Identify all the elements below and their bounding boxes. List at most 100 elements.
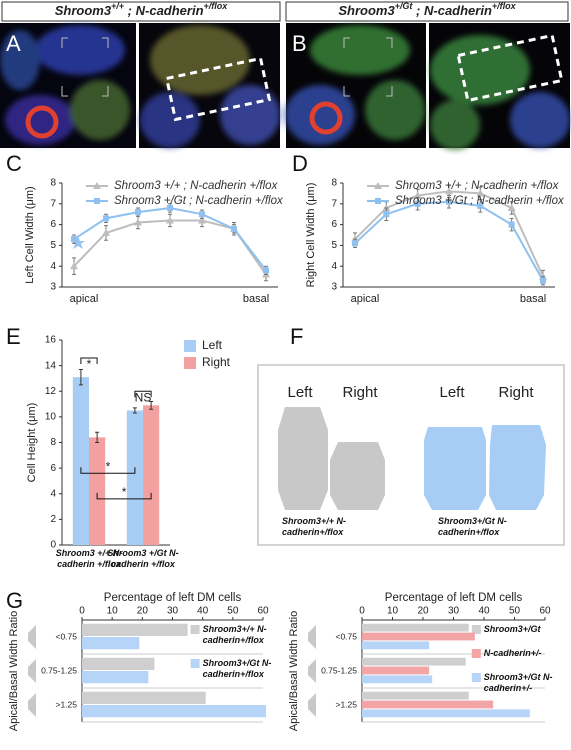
annotation: * <box>122 485 127 499</box>
annotation: * <box>106 459 111 473</box>
legend-label-box: Shroom3+/+ N-cadherin+/flox <box>202 624 267 645</box>
marker <box>71 236 77 243</box>
legend-label-box: Shroom3+/Gt N-cadherin+/- <box>483 672 553 693</box>
bar <box>82 705 267 718</box>
marker <box>540 277 546 284</box>
x-tick-label: 50 <box>509 606 521 617</box>
panel-label: C <box>6 151 22 176</box>
error-bar <box>95 431 100 443</box>
bar <box>82 657 155 670</box>
marker <box>374 182 382 189</box>
y-tick-label: 8 <box>331 178 337 189</box>
x-tick-label: 60 <box>257 606 269 617</box>
gene: Shroom3 <box>55 3 112 18</box>
legend-label-box: Shroom3+/Gt <box>483 624 541 634</box>
x-tick-label: 0 <box>79 606 85 617</box>
legend-swatch <box>190 625 200 634</box>
x-tick-label: 50 <box>227 606 239 617</box>
legend-label: Shroom3+/Gt N-cadherin+/- <box>483 672 553 693</box>
legend-label: Shroom3 +/+ ; N-cadherin +/flox <box>395 180 560 192</box>
y-tick-label: 4 <box>50 488 56 499</box>
shape-icon <box>28 625 36 649</box>
diagram-label: Left <box>287 384 313 401</box>
marker <box>102 228 110 236</box>
marker <box>94 198 100 204</box>
cell-shape <box>330 442 385 510</box>
x-axis-label: Percentage of left DM cells <box>385 592 523 604</box>
legend-swatch <box>471 625 481 634</box>
marker <box>446 198 452 205</box>
micrograph <box>429 23 570 150</box>
x-tick-label-box: Shroom3 +/+ N-cadherin +/flox <box>55 548 123 569</box>
legend-swatch <box>184 357 196 369</box>
y-axis-label: Cell Height (μm) <box>26 403 38 483</box>
diagram-caption-box: Shroom3+/Gt N-cadherin+/flox <box>438 516 507 537</box>
marker <box>166 216 174 224</box>
allele: ; N-cadherin <box>412 3 492 18</box>
x-tick-label: basal <box>520 293 546 305</box>
legend-swatch <box>471 673 481 682</box>
bar <box>72 377 89 545</box>
y-tick-label: 6 <box>50 219 56 230</box>
legend-label: Shroom3+/+ N-cadherin+/flox <box>202 624 267 645</box>
bar <box>82 691 206 704</box>
gene: Shroom3 <box>338 3 395 18</box>
legend-swatch <box>184 340 196 352</box>
legend-swatch <box>471 649 481 658</box>
header: Shroom3+/+ ; N-cadherin+/flox <box>55 1 229 18</box>
bracket <box>134 390 152 398</box>
x-tick-label: 20 <box>417 606 429 617</box>
panel-label: G <box>6 588 23 613</box>
y-tick-label: 6 <box>50 463 56 474</box>
marker <box>352 240 358 247</box>
shape-icon <box>28 659 36 683</box>
micrograph <box>285 23 426 148</box>
marker <box>508 221 515 228</box>
y-axis-label: Left Cell Width (μm) <box>24 186 36 283</box>
x-tick-label: basal <box>243 293 269 305</box>
panel-label: A <box>6 31 21 56</box>
header-box <box>1 1 281 22</box>
legend-label: Left <box>202 338 223 352</box>
shape-icon <box>308 693 316 717</box>
y-tick-label: 5 <box>331 240 337 251</box>
y-axis-label: Apical/Basal Width Ratio <box>288 611 300 731</box>
y-tick-label: <0.75 <box>335 631 357 641</box>
bar <box>362 623 469 632</box>
bar <box>362 691 469 700</box>
bar <box>362 632 475 641</box>
bar <box>362 675 433 684</box>
marker <box>93 182 101 189</box>
marker <box>231 225 237 232</box>
legend-label: Shroom3 +/+ ; N-cadherin +/flox <box>114 180 279 192</box>
superscript: +/Gt <box>395 1 414 11</box>
legend-label: Shroom3+/Gt <box>483 624 541 634</box>
micrograph <box>0 23 136 148</box>
legend-label-box: Shroom3+/Gt N-cadherin+/flox <box>203 658 272 679</box>
shape-icon <box>308 659 316 683</box>
panel-label: F <box>290 324 303 349</box>
bar <box>143 405 160 545</box>
diagram-label: Left <box>439 384 465 401</box>
x-axis-label: Percentage of left DM cells <box>104 592 242 604</box>
legend-label: Right <box>202 355 231 369</box>
legend-swatch <box>190 659 200 668</box>
x-tick-label: Shroom3 +/+ N-cadherin +/flox <box>55 548 123 569</box>
marker <box>477 202 484 209</box>
diagram-label: Right <box>342 384 378 401</box>
y-axis-label: Right Cell Width (μm) <box>305 183 317 288</box>
x-tick-label-box: Shroom3 +/Gt N-cadherin +/flox <box>107 548 178 569</box>
marker <box>103 215 109 222</box>
x-tick-label: 10 <box>107 606 119 617</box>
cell-shape <box>489 425 546 510</box>
x-tick-label: 0 <box>359 606 365 617</box>
y-axis-label: Apical/Basal Width Ratio <box>8 611 20 731</box>
marker <box>134 218 142 226</box>
y-tick-label: 14 <box>45 360 57 371</box>
y-tick-label: 5 <box>50 240 56 251</box>
diagram-label: Right <box>498 384 534 401</box>
superscript: +/flox <box>204 1 229 11</box>
error-bar <box>149 401 154 410</box>
marker <box>445 187 453 195</box>
y-tick-label: 10 <box>45 412 57 423</box>
